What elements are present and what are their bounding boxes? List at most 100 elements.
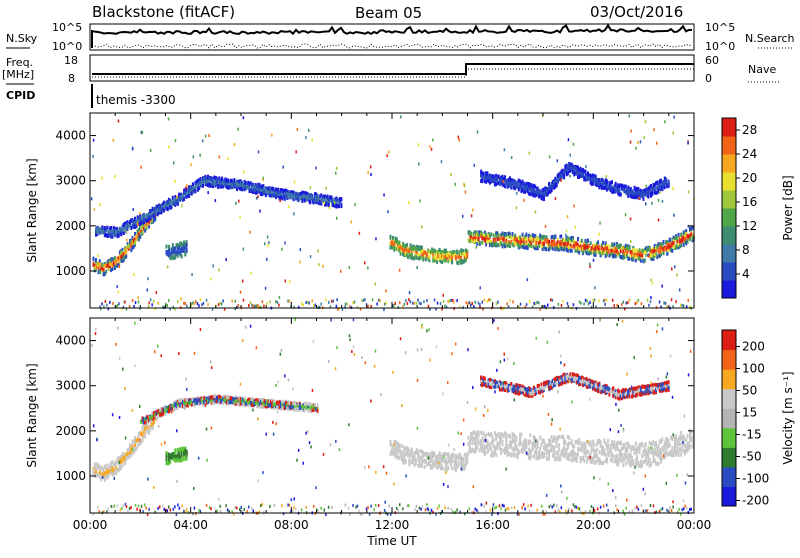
ground-cell [535,303,537,306]
data-cell [529,440,531,444]
noise-cell [308,129,310,132]
noise-cell [645,254,647,257]
noise-cell [288,205,290,208]
data-cell [505,435,507,439]
ground-cell [533,302,535,305]
noise-cell [279,199,281,202]
ground-cell [177,300,179,303]
ground-cell [315,304,317,307]
data-cell [505,233,507,237]
data-cell [568,457,570,461]
noise-cell [116,227,118,230]
noise-cell [645,202,647,205]
data-cell [602,461,604,465]
ground-cell [117,304,119,307]
noise-cell [662,200,664,203]
ground-cell [512,300,514,303]
data-cell [495,437,497,441]
noise-cell [91,197,93,200]
noise-cell [263,177,265,180]
cpid-value: themis -3300 [96,93,176,107]
y-tick-label: 3000 [55,174,86,188]
ground-cell [550,298,552,301]
ground-cell [621,303,623,306]
nsearch-top-tick: 10^5 [705,21,735,34]
ground-cell [305,301,307,304]
data-cell [624,443,626,447]
data-cell [532,447,534,451]
data-cell [424,465,426,469]
noise-cell [140,166,142,169]
noise-cell [190,163,192,166]
data-cell [636,455,638,459]
data-cell [647,446,649,450]
colorbar-segment [722,118,736,137]
noise-cell [650,279,652,282]
data-cell [166,245,168,249]
noise-cell [566,229,568,232]
ground-cell [544,305,546,308]
data-cell [660,453,662,457]
noise-cell [101,302,103,305]
data-cell [430,459,432,463]
data-cell [411,448,413,452]
ground-cell [399,301,401,304]
data-cell [508,452,510,456]
noise-cell [147,289,149,292]
data-cell [396,451,398,455]
data-cell [125,251,127,255]
data-cell [517,455,519,459]
data-cell [614,242,616,246]
noise-cell [267,236,269,239]
data-cell [556,183,558,187]
data-cell [587,450,589,454]
noise-cell [651,202,653,205]
colorbar-tick-label: 20 [742,171,757,185]
data-cell [665,178,667,182]
data-cell [403,447,405,451]
data-cell [478,442,480,446]
data-cell [463,459,465,463]
noise-cell [310,255,312,258]
ground-cell [538,301,540,304]
colorbar-tick-label: 24 [742,147,757,161]
noise-cell [142,131,144,134]
noise-cell [652,281,654,284]
data-cell [518,450,520,454]
data-cell [605,453,607,457]
ground-cell [520,303,522,306]
data-cell [548,453,550,457]
ground-cell [157,302,159,305]
noise-cell [176,196,178,199]
ground-cell [277,301,279,304]
data-cell [538,244,540,248]
data-cell [644,259,646,263]
noise-cell [97,254,99,257]
data-cell [669,238,671,242]
data-cell [142,230,144,234]
data-cell [551,188,553,192]
noise-cell [480,286,482,289]
noise-cell [174,180,176,183]
noise-cell [336,298,338,301]
noise-cell [630,141,632,144]
noise-cell [630,240,632,243]
data-cell [671,249,673,253]
data-cell [408,462,410,466]
noise-cell [310,186,312,189]
data-cell [125,255,127,259]
noise-cell [205,135,207,138]
noise-cell [567,215,569,218]
noise-cell [645,120,647,123]
noise-cell [256,197,258,200]
ground-cell [124,301,126,304]
ground-cell [434,299,436,302]
noise-cell [503,180,505,183]
ground-cell [680,304,682,307]
data-cell [641,464,643,468]
data-cell [509,435,511,439]
noise-cell [305,136,307,139]
data-cell [120,232,122,236]
noise-cell [294,180,296,183]
ground-cell [627,301,629,304]
